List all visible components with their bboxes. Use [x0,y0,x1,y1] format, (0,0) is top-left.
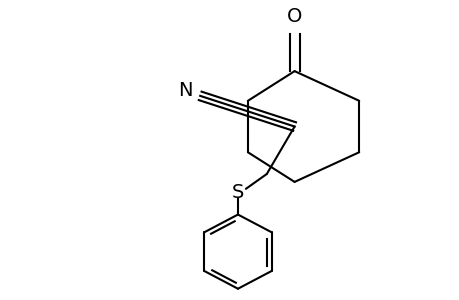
Text: S: S [231,183,244,202]
Text: N: N [178,81,192,101]
Text: O: O [286,7,302,26]
